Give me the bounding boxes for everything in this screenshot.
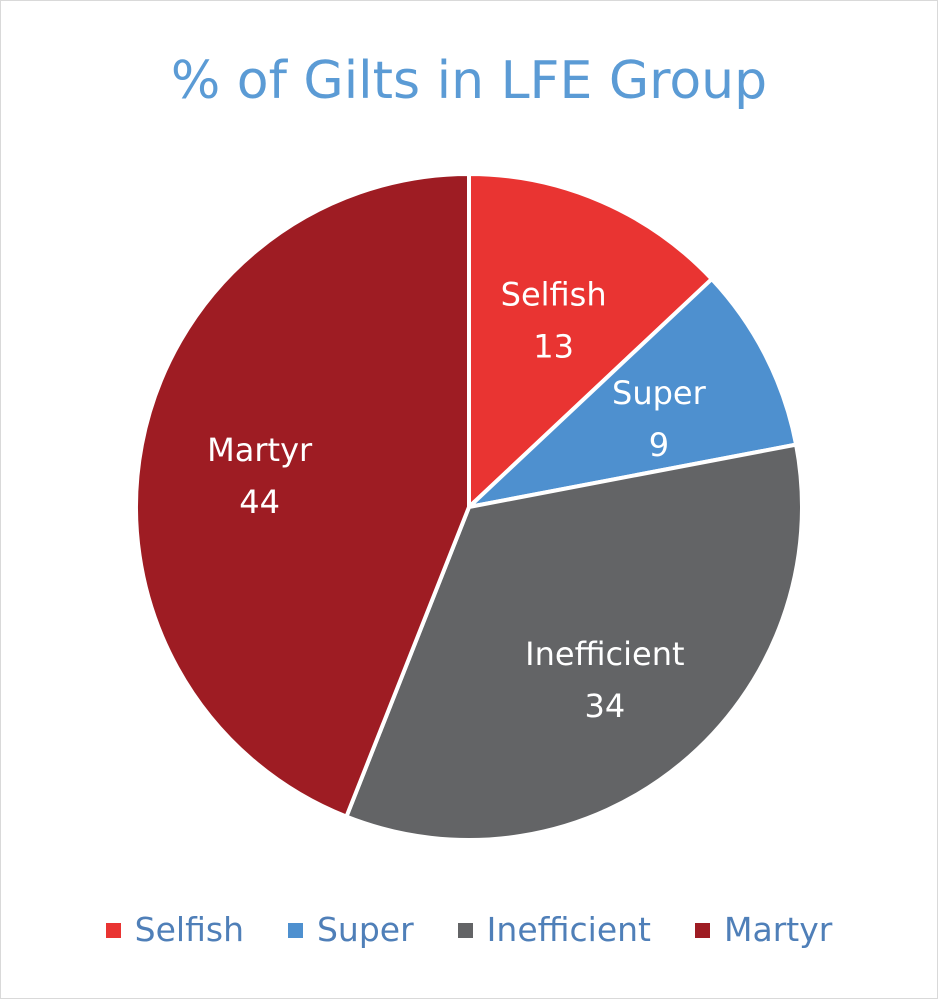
legend-label-martyr: Martyr bbox=[724, 910, 833, 949]
data-label-category-inefficient: Inefficient bbox=[525, 635, 684, 673]
legend-item-martyr: Martyr bbox=[695, 906, 832, 954]
legend-swatch-selfish bbox=[105, 922, 121, 938]
data-label-category-selfish: Selfish bbox=[501, 275, 607, 313]
data-label-category-super: Super bbox=[612, 374, 707, 412]
legend-label-inefficient: Inefficient bbox=[486, 910, 651, 949]
data-label-selfish: Selfish 13 bbox=[501, 275, 607, 365]
data-label-value-martyr: 44 bbox=[239, 483, 280, 521]
data-label-value-selfish: 13 bbox=[533, 327, 574, 365]
legend-label-selfish: Selfish bbox=[134, 910, 244, 949]
pie-slice-martyr bbox=[134, 172, 471, 819]
data-label-category-martyr: Martyr bbox=[207, 431, 313, 469]
legend-swatch-inefficient bbox=[457, 922, 473, 938]
chart-title: % of Gilts in LFE Group bbox=[170, 51, 768, 111]
legend-item-super: Super bbox=[287, 906, 414, 954]
data-label-value-inefficient: 34 bbox=[584, 687, 625, 725]
legend: Selfish Super Inefficient Martyr bbox=[1, 906, 937, 954]
data-label-inefficient: Inefficient 34 bbox=[525, 635, 684, 725]
pie-slice-super bbox=[467, 277, 799, 509]
data-label-value-super: 9 bbox=[649, 426, 669, 464]
pie-slice-inefficient bbox=[344, 442, 804, 842]
pie-slice-selfish bbox=[467, 172, 714, 509]
legend-item-inefficient: Inefficient bbox=[457, 906, 651, 954]
legend-item-selfish: Selfish bbox=[105, 906, 244, 954]
legend-label-super: Super bbox=[316, 910, 414, 949]
data-label-martyr: Martyr 44 bbox=[207, 431, 313, 521]
legend-swatch-martyr bbox=[695, 922, 710, 938]
data-label-super: Super 9 bbox=[612, 374, 707, 464]
legend-swatch-super bbox=[287, 922, 303, 938]
